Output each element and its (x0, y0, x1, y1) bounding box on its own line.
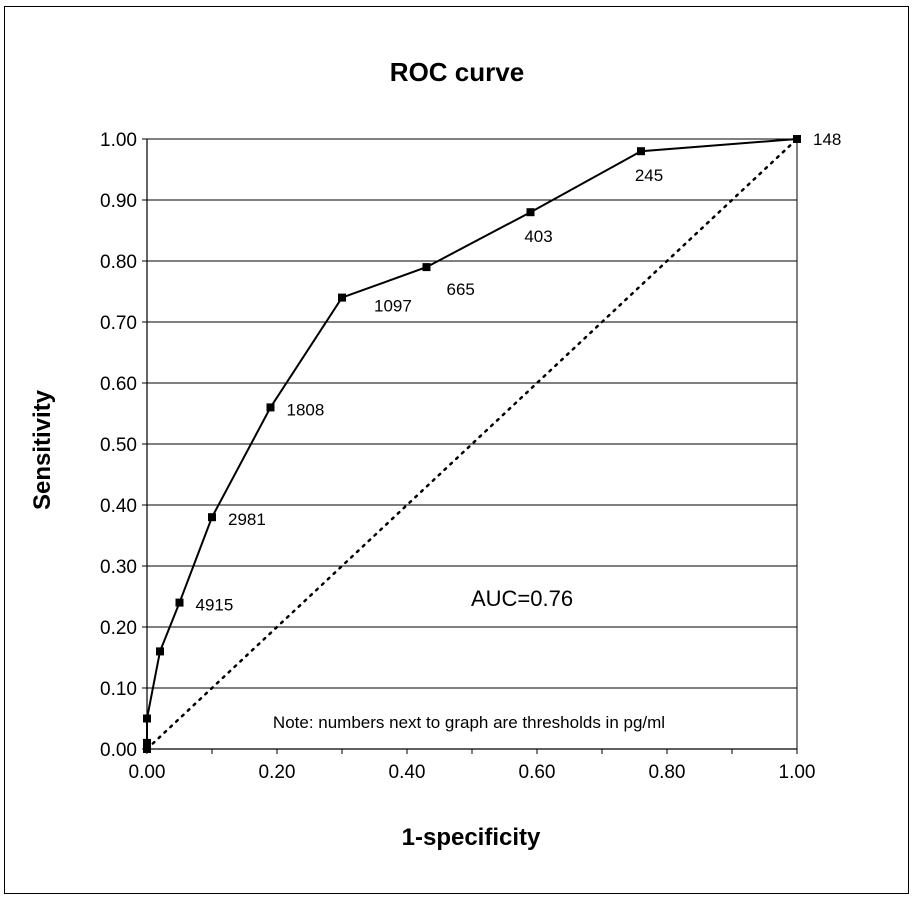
threshold-label: 403 (524, 227, 552, 246)
y-tick-label: 0.30 (100, 557, 137, 578)
chart-title: ROC curve (390, 57, 524, 87)
roc-point-marker (175, 598, 184, 607)
roc-point-marker (266, 403, 275, 412)
y-tick-labels: 0.00 0.10 0.20 0.30 0.40 0.50 0.60 0.70 0.80 0.90… (100, 130, 137, 761)
roc-point-marker (143, 714, 151, 723)
chart-frame: ROC curve 0.00 0.10 0.20 0.30 0.40 0.50 0.60 0.… (4, 6, 909, 894)
reference-diagonal (145, 137, 799, 751)
roc-point-marker (526, 208, 535, 217)
threshold-label: 2981 (228, 510, 266, 529)
roc-point-marker (422, 263, 431, 272)
roc-point-marker (156, 647, 164, 656)
roc-point-marker (637, 147, 645, 156)
x-tick-labels: 0.00 0.20 0.40 0.60 0.80 1.00 (129, 762, 816, 783)
threshold-label: 665 (447, 280, 475, 299)
y-tick-label: 0.50 (100, 435, 137, 456)
note-annotation: Note: numbers next to graph are threshol… (273, 713, 665, 732)
x-tick-label: 1.00 (779, 762, 816, 783)
x-tick-label: 0.20 (259, 762, 296, 783)
y-axis-title: Sensitivity (29, 389, 56, 510)
y-tick-label: 0.80 (100, 252, 137, 273)
y-tick-label: 1.00 (100, 130, 137, 151)
threshold-label: 148 (813, 130, 841, 149)
y-tick-label: 0.60 (100, 374, 137, 395)
x-axis-title: 1-specificity (402, 824, 541, 851)
roc-chart: ROC curve 0.000.100.200.300.400.500.600.… (29, 57, 842, 851)
x-tick-label: 0.40 (389, 762, 426, 783)
threshold-labels: 4915 2981 1808 1097 665 403 245 148 (196, 130, 842, 615)
y-tick-label: 0.70 (100, 313, 137, 334)
y-tick-label: 0.90 (100, 191, 137, 212)
roc-point-marker (338, 293, 346, 302)
auc-annotation: AUC=0.76 (471, 586, 573, 611)
y-tick-label: 0.10 (100, 679, 137, 700)
grid-lines (147, 138, 798, 750)
roc-point-marker (143, 738, 151, 747)
reference-diagonal-line (145, 137, 799, 751)
x-tick-label: 0.00 (129, 762, 166, 783)
y-tick-label: 0.40 (100, 496, 137, 517)
x-tick-label: 0.80 (649, 762, 686, 783)
y-tick-label: 0.00 (100, 740, 137, 761)
y-tick-label: 0.20 (100, 618, 137, 639)
threshold-label: 1097 (374, 297, 412, 316)
x-tick-label: 0.60 (519, 762, 556, 783)
roc-series (143, 135, 801, 753)
roc-point-marker (793, 135, 801, 143)
roc-line (146, 138, 798, 749)
roc-point-marker (143, 745, 151, 753)
threshold-label: 1808 (287, 400, 325, 419)
threshold-label: 4915 (196, 596, 234, 615)
roc-point-marker (208, 513, 216, 522)
threshold-label: 245 (635, 166, 663, 185)
